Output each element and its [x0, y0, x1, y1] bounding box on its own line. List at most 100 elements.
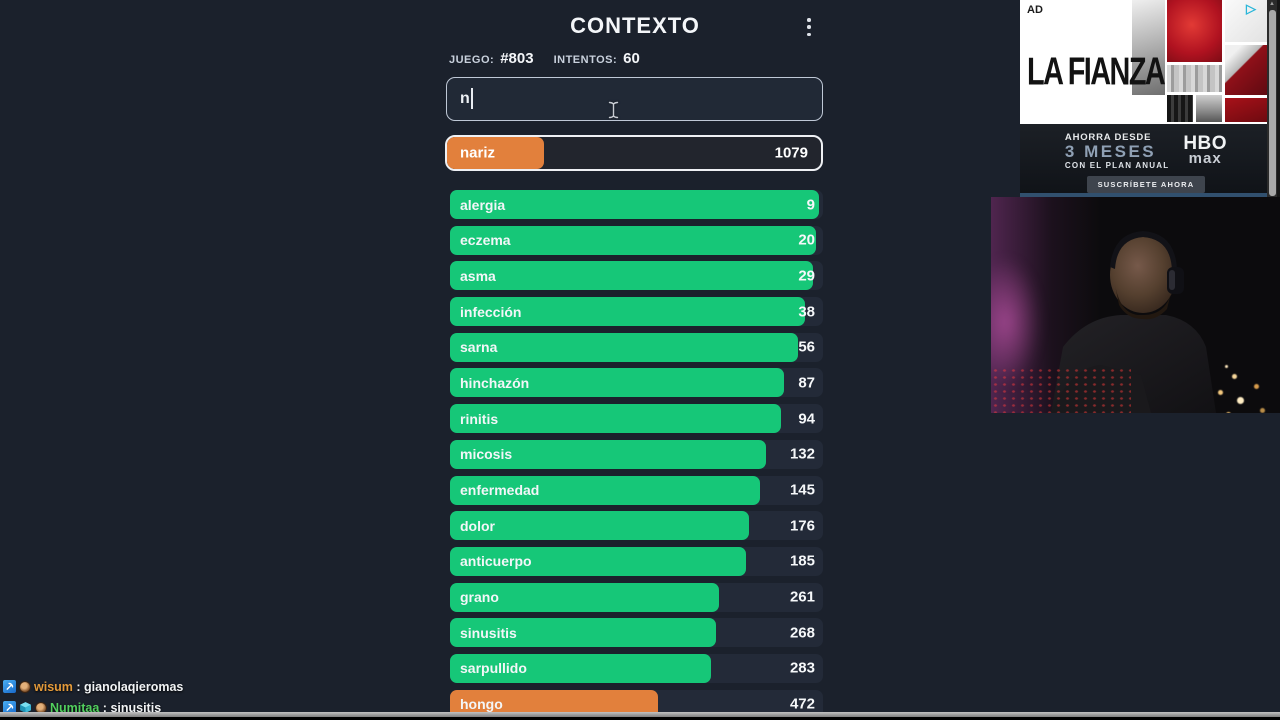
guess-word: sarna — [460, 339, 498, 356]
guess-bar-fill — [450, 439, 767, 469]
guess-row: hinchazón 87 — [450, 368, 823, 398]
ad-label: AD — [1027, 4, 1043, 16]
guess-row: dolor 176 — [450, 511, 823, 541]
cube-badge-icon — [19, 701, 32, 714]
subscribe-button[interactable]: SUSCRÍBETE AHORA — [1086, 175, 1206, 193]
webcam-string-lights — [1225, 365, 1228, 368]
guess-rank: 29 — [798, 267, 815, 285]
scrollbar-thumb[interactable] — [1268, 10, 1276, 196]
guess-row: infección 38 — [450, 297, 823, 327]
chat-text: sinusitis — [110, 700, 162, 715]
hbo-line2: 3 MESES — [1064, 142, 1157, 161]
guess-rank: 87 — [798, 374, 815, 392]
bottom-scrollbar[interactable] — [0, 712, 1280, 717]
ad-collage-tile — [1132, 0, 1165, 95]
guess-rank: 20 — [798, 231, 815, 249]
guess-word: grano — [460, 589, 499, 606]
guess-word: enfermedad — [460, 482, 540, 498]
guess-row: rinitis 94 — [450, 404, 823, 434]
guess-bar-fill — [450, 190, 819, 219]
guess-row: micosis 132 — [450, 439, 823, 469]
guess-bar-fill — [450, 368, 785, 398]
chat-message: Numitaa : sinusitis — [3, 699, 183, 716]
kebab-menu-icon[interactable] — [805, 18, 813, 36]
guess-rank: 38 — [798, 303, 815, 321]
guess-word: hinchazón — [460, 374, 530, 391]
guess-bar-fill — [450, 653, 712, 683]
guess-row: sarna 56 — [450, 332, 823, 362]
chat-separator: : — [72, 679, 85, 694]
ad-collage-tile — [1167, 95, 1193, 122]
guess-row: anticuerpo 185 — [450, 546, 823, 576]
ibeam-cursor — [608, 101, 619, 119]
guess-word: hongo — [460, 696, 503, 713]
guess-bar-fill — [450, 404, 782, 434]
guess-word: asma — [460, 267, 496, 284]
pickaxe-badge-icon — [3, 701, 16, 714]
ad-collage-tile — [1196, 95, 1222, 122]
screen-right-edge — [1277, 0, 1280, 197]
guess-row: eczema 20 — [450, 225, 823, 255]
chat-text: gianolaqieromas — [84, 679, 184, 694]
attempts-label: INTENTOS: — [553, 54, 618, 66]
ad-collage-tile — [1225, 45, 1268, 95]
guess-row: asma 29 — [450, 261, 823, 291]
pickaxe-badge-icon — [3, 680, 16, 693]
guess-word: sinusitis — [460, 624, 517, 641]
guess-row: sarpullido 283 — [450, 653, 823, 683]
last-guess-word: nariz — [460, 144, 496, 162]
guess-word: anticuerpo — [460, 553, 532, 570]
attempts-value: 60 — [623, 50, 640, 67]
hbo-max-logo: HBO max — [1183, 133, 1228, 167]
guess-word: sarpullido — [460, 660, 527, 677]
guess-row: enfermedad 145 — [450, 475, 823, 505]
coin-badge-icon — [19, 680, 31, 693]
guess-rank: 268 — [789, 624, 815, 642]
chat-username[interactable]: Numitaa — [50, 700, 100, 715]
guess-rank: 283 — [789, 659, 815, 677]
guess-row: alergia 9 — [450, 190, 823, 219]
guess-bar-fill — [450, 475, 761, 505]
guess-bar-fill — [450, 261, 813, 291]
bottom-edge — [0, 717, 1280, 720]
word-guess-input[interactable] — [446, 77, 823, 121]
ad-scrollbar[interactable]: ▲ — [1267, 0, 1277, 197]
guess-bar-fill — [450, 332, 798, 362]
game-number-label: JUEGO: — [449, 54, 495, 66]
ad-headline: LA FIANZA — [1027, 50, 1166, 94]
webcam-keyboard-glow — [991, 367, 1131, 413]
chat-message: wisum : gianolaqieromas — [3, 678, 183, 695]
ad-collage-tile — [1167, 65, 1222, 92]
text-caret — [471, 88, 473, 109]
guess-word: rinitis — [460, 410, 499, 427]
adchoices-icon[interactable]: ▷ — [1246, 1, 1256, 16]
game-meta: JUEGO: #803 INTENTOS: 60 — [449, 50, 825, 67]
guess-bar-fill — [450, 511, 750, 541]
guess-rank: 56 — [798, 338, 815, 356]
guess-rank: 185 — [789, 552, 815, 570]
scrollbar-up-icon[interactable]: ▲ — [1269, 1, 1275, 7]
guess-rank: 132 — [789, 445, 815, 463]
chat-username[interactable]: wisum — [34, 679, 73, 694]
guess-rank: 145 — [789, 481, 815, 499]
ad-collage-tile — [1225, 98, 1268, 122]
hbo-max-banner[interactable]: AHORRA DESDE 3 MESES CON EL PLAN ANUAL H… — [1020, 124, 1272, 193]
guess-list: alergia 9 eczema 20 asma 29 infección 38 sarna 56… — [450, 190, 823, 720]
guess-rank: 94 — [798, 410, 815, 428]
guess-row: grano 261 — [450, 582, 823, 612]
guess-row: sinusitis 268 — [450, 618, 823, 648]
chat-separator: : — [99, 700, 111, 715]
ad-collage-tile — [1167, 0, 1222, 62]
last-guess-bar-fill — [447, 137, 545, 169]
guess-bar-fill — [450, 297, 806, 327]
guess-bar-fill — [450, 582, 720, 612]
guess-word: alergia — [460, 196, 506, 213]
last-guess-rank: 1079 — [774, 144, 808, 162]
chat-overlay: wisum : gianolaqieromas Numitaa : sinusit… — [3, 678, 183, 720]
page-title: CONTEXTO — [570, 13, 700, 38]
ad-collage-tile — [1225, 0, 1268, 42]
webcam-overlay — [991, 197, 1280, 413]
guess-rank: 472 — [789, 695, 815, 713]
ad-bottom-strip — [1020, 193, 1272, 197]
hbo-line1: AHORRA DESDE — [1064, 132, 1152, 143]
